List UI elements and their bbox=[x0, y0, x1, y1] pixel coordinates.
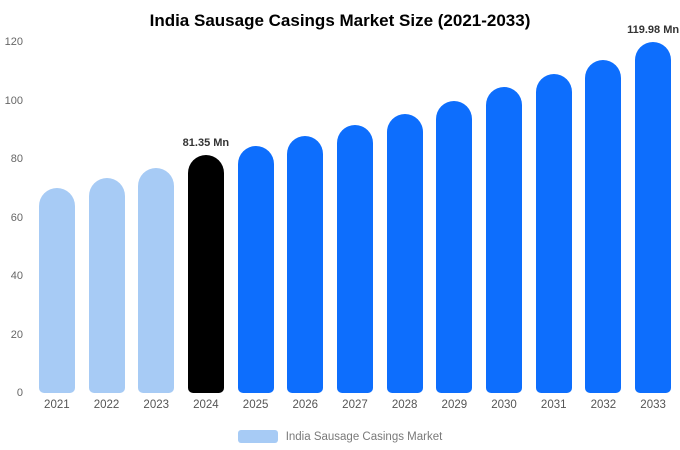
bar-column bbox=[430, 42, 480, 393]
x-tick-label: 2028 bbox=[391, 399, 418, 411]
bar-column bbox=[231, 42, 281, 393]
bar-2024[interactable] bbox=[187, 155, 224, 393]
x-tick-label: 2024 bbox=[193, 399, 219, 411]
bar-2025[interactable] bbox=[237, 145, 274, 393]
bar-2032[interactable] bbox=[585, 59, 622, 393]
y-tick-label: 120 bbox=[4, 36, 23, 48]
bar-2029[interactable] bbox=[436, 100, 473, 393]
bar-column bbox=[131, 42, 181, 393]
x-tick-label: 2032 bbox=[590, 399, 617, 411]
bar-2031[interactable] bbox=[535, 74, 572, 393]
x-tick-label: 2026 bbox=[292, 399, 319, 411]
bar-column bbox=[479, 42, 529, 393]
bar-2021[interactable] bbox=[38, 188, 75, 393]
x-tick-label: 2027 bbox=[342, 399, 368, 411]
bar-2022[interactable] bbox=[88, 178, 125, 393]
y-tick-label: 80 bbox=[10, 153, 23, 165]
bar-column bbox=[529, 42, 579, 393]
y-tick-label: 100 bbox=[4, 94, 23, 107]
bar-column bbox=[32, 42, 82, 393]
bar-column bbox=[280, 42, 330, 393]
plot-area: 81.35 Mn 119.98 Mn bbox=[32, 24, 679, 393]
value-label: 119.98 Mn bbox=[627, 24, 680, 37]
y-tick-label: 60 bbox=[10, 211, 23, 224]
bar-2026[interactable] bbox=[287, 135, 324, 393]
x-tick-label: 2031 bbox=[540, 399, 567, 411]
bar-2023[interactable] bbox=[138, 167, 175, 393]
value-label: 81.35 Mn bbox=[182, 137, 230, 150]
legend-item[interactable]: India Sausage Casings Market bbox=[0, 430, 680, 443]
bar-column bbox=[330, 42, 380, 393]
bar-2028[interactable] bbox=[386, 113, 423, 393]
bar-2027[interactable] bbox=[336, 125, 373, 393]
x-axis-labels: 2021 2022 2023 2024 2025 2026 2027 2028 2029 2030… bbox=[32, 399, 678, 411]
y-axis: 0 20 40 60 80 100 120 bbox=[0, 36, 26, 399]
y-tick-label: 20 bbox=[10, 328, 23, 341]
legend-label: India Sausage Casings Market bbox=[285, 430, 443, 443]
x-tick-label: 2021 bbox=[44, 399, 70, 411]
x-tick-label: 2033 bbox=[640, 399, 666, 411]
legend-swatch-icon bbox=[237, 430, 278, 443]
bar-column: 81.35 Mn bbox=[181, 42, 231, 393]
chart-title: India Sausage Casings Market Size (2021-… bbox=[149, 11, 531, 30]
bar-column: 119.98 Mn bbox=[627, 24, 679, 393]
x-tick-label: 2030 bbox=[491, 399, 517, 411]
bar-column bbox=[579, 42, 629, 393]
bar-2030[interactable] bbox=[486, 87, 523, 393]
bar-column bbox=[82, 42, 132, 393]
x-tick-label: 2022 bbox=[93, 399, 120, 411]
bar-column bbox=[380, 42, 430, 393]
y-tick-label: 0 bbox=[16, 387, 23, 399]
y-tick-label: 40 bbox=[10, 270, 23, 282]
x-tick-label: 2025 bbox=[242, 399, 269, 411]
bar-2033[interactable] bbox=[635, 42, 672, 393]
x-tick-label: 2029 bbox=[441, 399, 468, 411]
x-tick-label: 2023 bbox=[143, 399, 170, 411]
bar-columns: 81.35 Mn 119.98 Mn bbox=[32, 24, 679, 393]
